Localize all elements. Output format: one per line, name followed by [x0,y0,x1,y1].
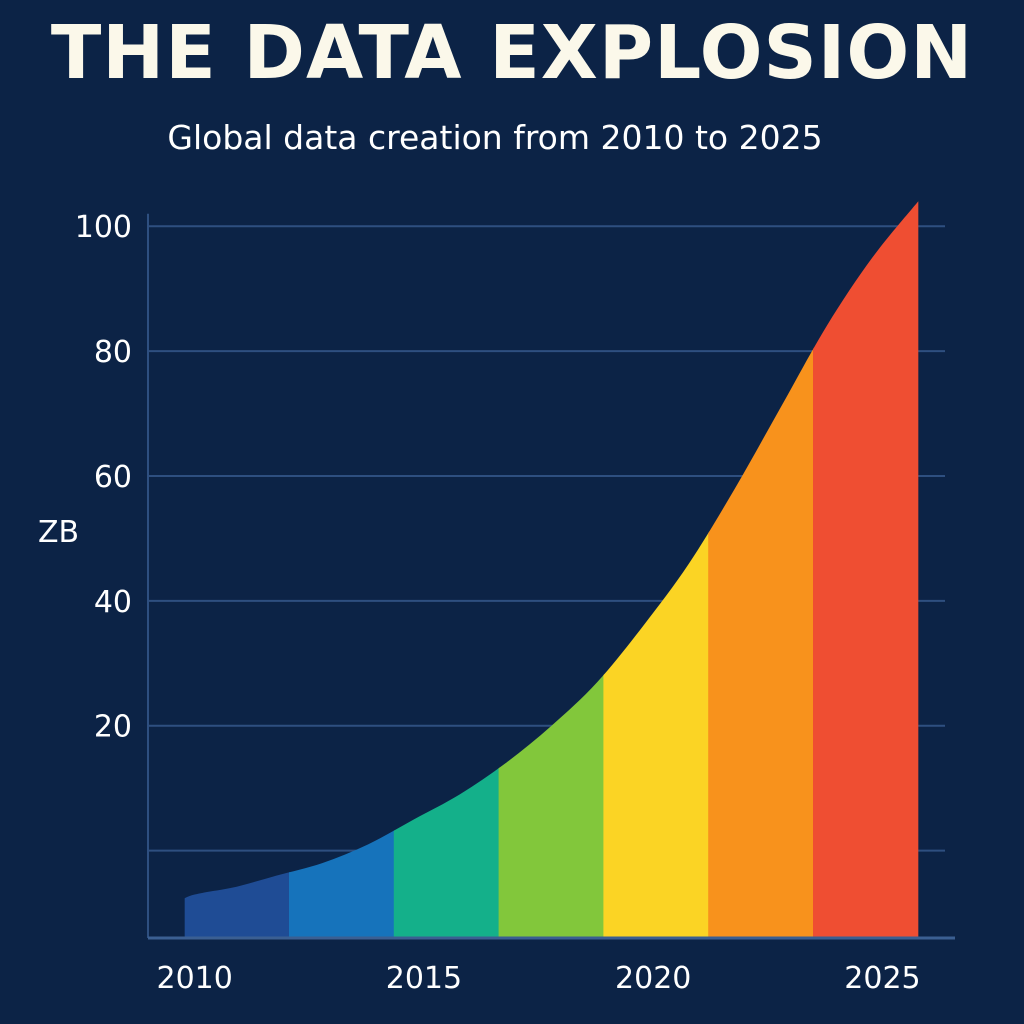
y-tick-labels: 20 40 60 80 100 [75,210,132,744]
y-tick-label: 100 [75,210,132,245]
area-segment [288,201,395,938]
y-tick-label: 20 [94,710,132,745]
axes [147,213,955,940]
area-segment [498,201,605,938]
area-segment [813,201,919,938]
x-tick-label: 2015 [386,961,462,996]
y-tick-label: 80 [94,335,132,370]
chart-title: THE DATA EXPLOSION [50,10,974,96]
x-tick-label: 2020 [615,961,691,996]
chart-subtitle: Global data creation from 2010 to 2025 [167,118,823,157]
x-tick-labels: 2010 2015 2020 2025 [157,961,921,996]
x-tick-label: 2025 [844,961,920,996]
y-axis-label: ZB [38,515,79,550]
area-segment [393,201,500,938]
y-tick-label: 60 [94,460,132,495]
area-segment [603,201,710,938]
x-tick-label: 2010 [157,961,233,996]
area-segments [184,201,919,938]
area-segment [708,201,815,938]
y-tick-label: 40 [94,585,132,620]
area-segment [184,201,290,938]
